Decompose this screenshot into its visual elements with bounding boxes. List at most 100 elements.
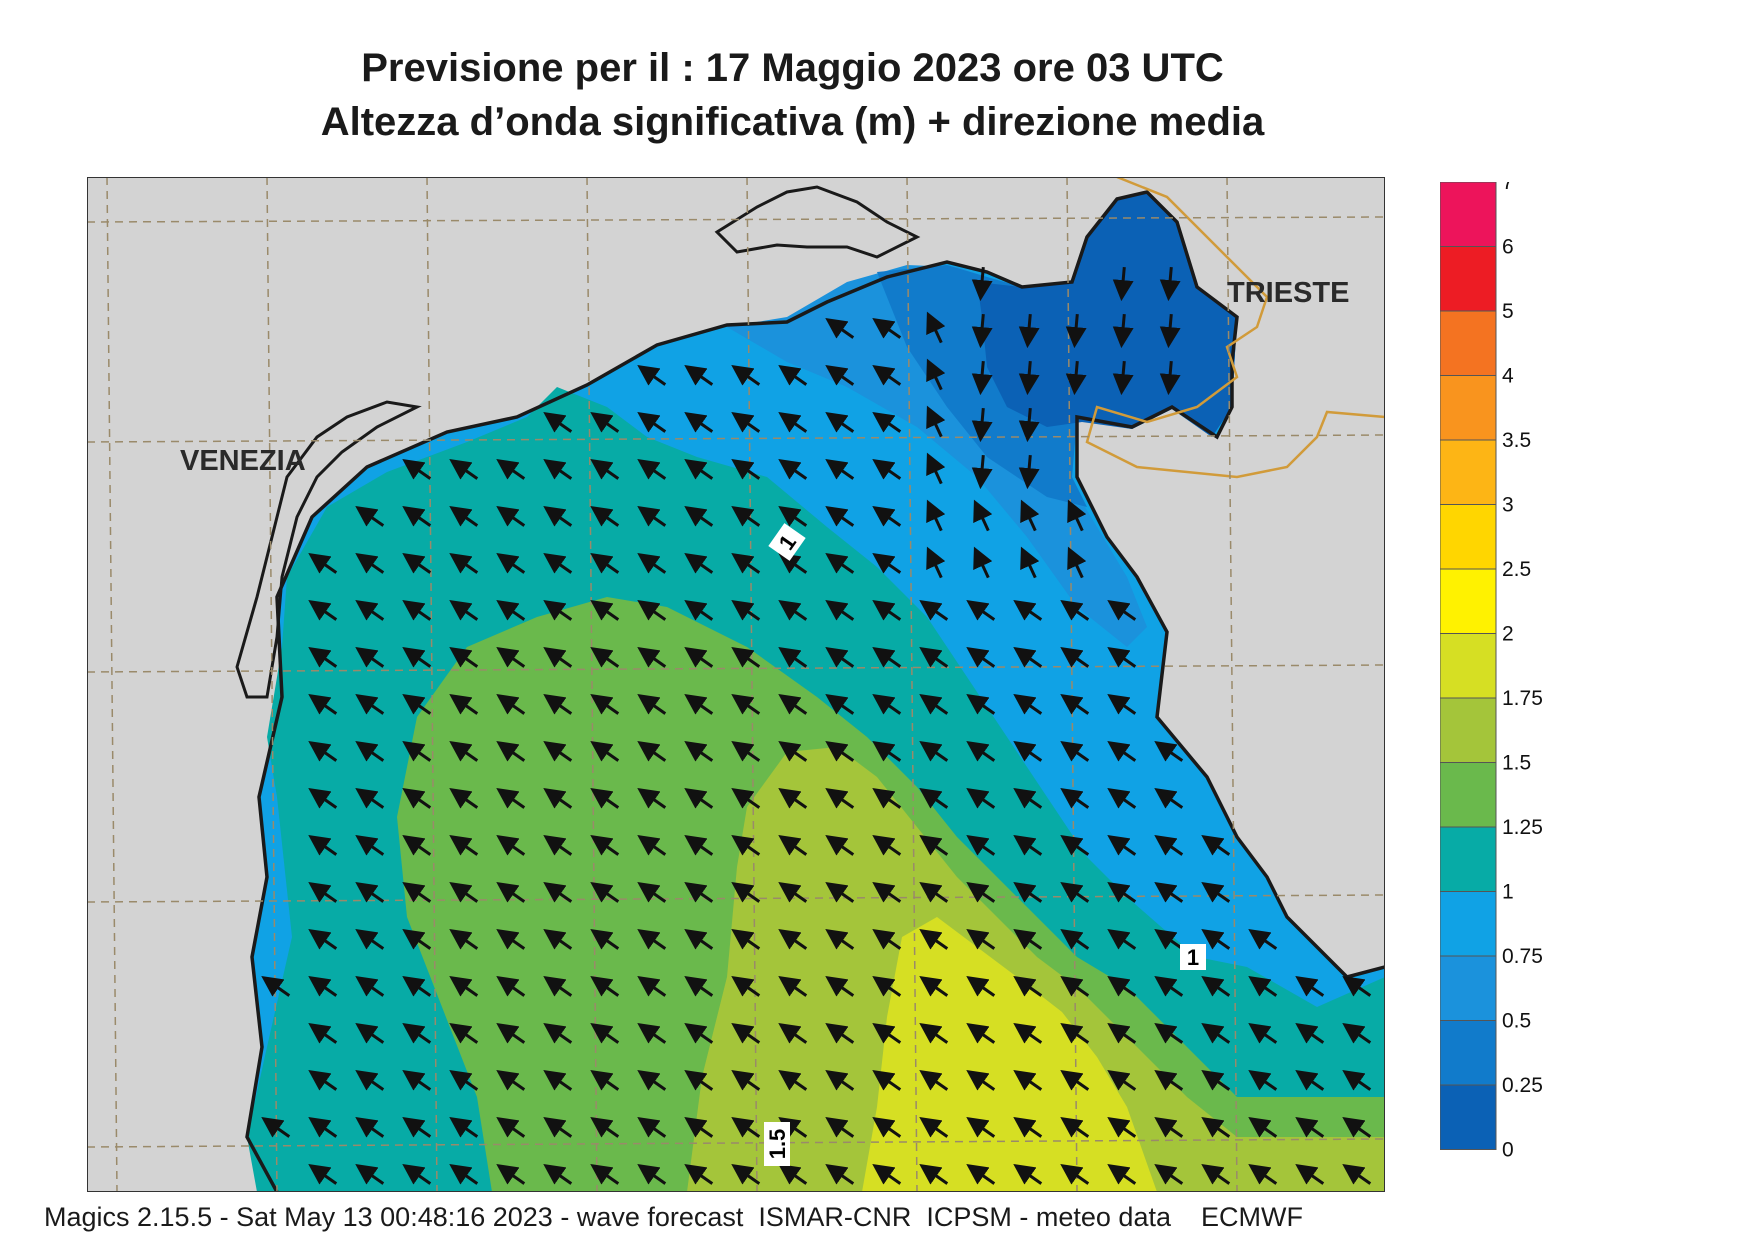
wave-direction-arrow xyxy=(590,458,620,480)
legend-swatch xyxy=(1440,1020,1497,1086)
wave-direction-arrow xyxy=(919,1163,949,1185)
wave-direction-arrow xyxy=(919,881,949,903)
wave-direction-arrow xyxy=(637,834,667,856)
wave-direction-arrow xyxy=(966,693,996,715)
wave-direction-arrow xyxy=(872,552,902,574)
wave-direction-arrow xyxy=(872,740,902,762)
wave-direction-arrow xyxy=(966,740,996,762)
wave-direction-arrow xyxy=(402,1069,432,1091)
wave-direction-arrow xyxy=(919,740,949,762)
wave-direction-arrow xyxy=(449,1163,479,1185)
wave-direction-arrow xyxy=(543,1069,573,1091)
wave-direction-arrow xyxy=(731,552,761,574)
wave-direction-arrow xyxy=(402,505,432,527)
wave-direction-arrow xyxy=(731,928,761,950)
contour-label-1.5: 1.5 xyxy=(764,1122,790,1166)
city-label-venezia: VENEZIA xyxy=(180,445,306,477)
wave-direction-arrow xyxy=(308,740,338,762)
wave-direction-arrow xyxy=(1013,787,1043,809)
wave-direction-arrow xyxy=(1248,1069,1278,1091)
wave-direction-arrows xyxy=(261,266,1372,1185)
wave-direction-arrow xyxy=(872,458,902,480)
wave-direction-arrow xyxy=(449,975,479,997)
wave-direction-arrow xyxy=(966,928,996,950)
wave-direction-arrow xyxy=(825,458,855,480)
wave-direction-arrow xyxy=(308,834,338,856)
wave-direction-arrow xyxy=(1013,928,1043,950)
wave-direction-arrow xyxy=(1154,1116,1184,1138)
wave-direction-arrow xyxy=(1107,740,1137,762)
wave-direction-arrow xyxy=(1013,834,1043,856)
wave-direction-arrow xyxy=(1018,454,1040,490)
wave-direction-arrow xyxy=(402,1116,432,1138)
wave-direction-arrow xyxy=(1295,1069,1325,1091)
wave-direction-arrow xyxy=(1154,975,1184,997)
wave-direction-arrow xyxy=(872,787,902,809)
wave-direction-arrow xyxy=(1159,360,1181,396)
legend-level-label: 1 xyxy=(1502,881,1514,904)
wave-direction-arrow xyxy=(1060,1163,1090,1185)
wave-direction-arrow xyxy=(637,552,667,574)
wave-direction-arrow xyxy=(402,1022,432,1044)
wave-direction-arrow xyxy=(449,1116,479,1138)
wave-direction-arrow xyxy=(590,552,620,574)
wave-direction-arrow xyxy=(825,787,855,809)
wave-direction-arrow xyxy=(355,834,385,856)
wave-direction-arrow xyxy=(825,552,855,574)
legend-swatch xyxy=(1440,375,1497,441)
wave-direction-arrow xyxy=(543,740,573,762)
wave-direction-arrow xyxy=(543,787,573,809)
wave-direction-arrow xyxy=(590,975,620,997)
legend-level-label: 0.75 xyxy=(1502,945,1543,968)
wave-direction-arrow xyxy=(872,646,902,668)
wave-direction-arrow xyxy=(1107,1116,1137,1138)
wave-direction-arrow xyxy=(1013,693,1043,715)
wave-direction-arrow xyxy=(637,1069,667,1091)
wave-direction-arrow xyxy=(1067,499,1087,532)
wave-direction-arrow xyxy=(971,266,993,302)
wave-direction-arrow xyxy=(926,452,946,485)
wave-direction-arrow xyxy=(543,1116,573,1138)
legend-swatch xyxy=(1440,246,1497,312)
wave-direction-arrow xyxy=(543,881,573,903)
wave-direction-arrow xyxy=(872,693,902,715)
legend-level-label: 0 xyxy=(1502,1139,1514,1162)
wave-direction-arrow xyxy=(971,313,993,349)
wave-direction-arrow xyxy=(1013,881,1043,903)
wave-direction-arrow xyxy=(543,834,573,856)
wave-direction-arrow xyxy=(872,975,902,997)
wave-direction-arrow xyxy=(1013,1069,1043,1091)
wave-direction-arrow xyxy=(1018,313,1040,349)
wave-direction-arrow xyxy=(1107,693,1137,715)
wave-direction-arrow xyxy=(825,975,855,997)
wave-direction-arrow xyxy=(1060,599,1090,621)
wave-direction-arrow xyxy=(308,599,338,621)
wave-direction-arrow xyxy=(308,1069,338,1091)
wave-direction-arrow xyxy=(1201,881,1231,903)
wave-direction-arrow xyxy=(1248,1116,1278,1138)
wave-direction-arrow xyxy=(731,740,761,762)
wave-direction-arrow xyxy=(825,1069,855,1091)
wave-direction-arrow xyxy=(355,646,385,668)
wave-direction-arrow xyxy=(1154,1022,1184,1044)
wave-direction-arrow xyxy=(778,1069,808,1091)
wave-direction-arrow xyxy=(449,1022,479,1044)
wave-direction-arrow xyxy=(496,1022,526,1044)
wave-direction-arrow xyxy=(637,364,667,386)
wave-direction-arrow xyxy=(825,1022,855,1044)
wave-direction-arrow xyxy=(926,358,946,391)
wave-direction-arrow xyxy=(308,1116,338,1138)
wave-direction-arrow xyxy=(355,740,385,762)
wave-direction-arrow xyxy=(355,881,385,903)
wave-direction-arrow xyxy=(1154,740,1184,762)
wave-direction-arrow xyxy=(872,928,902,950)
wave-direction-arrow xyxy=(919,1069,949,1091)
wave-direction-arrow xyxy=(966,787,996,809)
legend-level-label: 5 xyxy=(1502,300,1514,323)
wave-direction-arrow xyxy=(684,787,714,809)
svg-text:1.5: 1.5 xyxy=(765,1129,790,1160)
wave-direction-arrow xyxy=(1295,1163,1325,1185)
wave-direction-arrow xyxy=(731,505,761,527)
wave-direction-arrow xyxy=(496,552,526,574)
wave-direction-arrow xyxy=(684,740,714,762)
